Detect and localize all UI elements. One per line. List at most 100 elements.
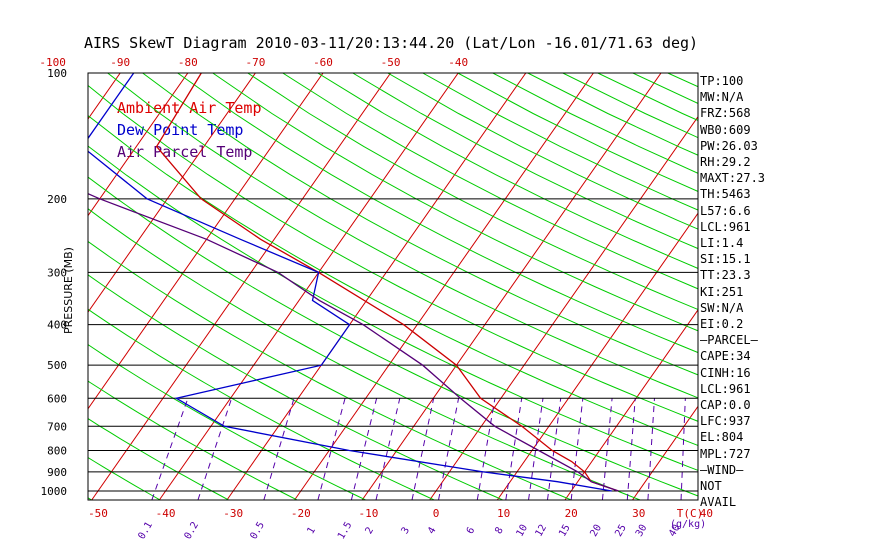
isotherm-line: [88, 73, 324, 410]
chart-title: AIRS SkewT Diagram 2010-03-11/20:13:44.2…: [84, 34, 699, 52]
mixing-ratio-tick-label: 0.5: [248, 520, 267, 541]
dry-adiabat: [88, 497, 92, 500]
index-item: TT:23.3: [700, 268, 751, 283]
mixing-ratio-tick-label: 40: [667, 523, 683, 539]
plot-frame: [87, 72, 699, 501]
mixing-ratio-tick-label: 25: [613, 523, 629, 539]
mixing-ratio-tick-label: 12: [534, 523, 550, 539]
ambient-air-temp-line: [155, 73, 619, 492]
temp-bottom-tick-label: -20: [291, 507, 311, 520]
temp-bottom-tick-label: 30: [632, 507, 645, 520]
isotherm-line: [0, 64, 59, 500]
temp-bottom-tick-label: -50: [88, 507, 108, 520]
dry-adiabat: [142, 73, 698, 376]
isotherm-line: [564, 308, 698, 500]
index-item: LFC:937: [700, 414, 751, 429]
pressure-tick-label: 200: [47, 193, 67, 206]
mixing-ratio-tick-label: 4: [426, 525, 439, 536]
temp-top-tick-label: -50: [381, 56, 401, 69]
pressure-tick-label: 800: [47, 444, 67, 457]
dry-adiabat: [88, 418, 229, 500]
index-item: NOT: [700, 479, 722, 493]
dry-adiabat: [88, 208, 640, 500]
mixing-ratio-tick-label: 0.1: [136, 520, 155, 541]
isotherm-line: [226, 73, 527, 500]
dry-adiabat: [88, 114, 698, 447]
isotherm-line: [768, 64, 870, 500]
mixing-ratio-tick-label: 3: [400, 525, 413, 536]
mixing-ratio-tick-label: 15: [557, 523, 573, 539]
isotherm-line: [429, 115, 698, 500]
index-item: TP:100: [700, 74, 744, 88]
index-item: MPL:727: [700, 446, 751, 461]
isotherm-line: [88, 73, 189, 217]
temp-bottom-tick-label: 20: [565, 507, 578, 520]
isotherm-line: [88, 73, 121, 120]
legend-air-parcel-temp: Air Parcel Temp: [117, 143, 253, 161]
temp-top-tick-label: -90: [110, 56, 130, 69]
index-item: CAPE:34: [700, 349, 751, 364]
dry-adiabat: [88, 343, 366, 500]
dry-adiabat: [843, 73, 870, 500]
pressure-tick-label: 400: [47, 319, 67, 332]
index-item: –PARCEL–: [700, 333, 758, 348]
dry-adiabat: [107, 73, 698, 399]
dry-adiabat: [773, 73, 870, 500]
index-item: MAXT:27.3: [700, 171, 766, 186]
pressure-tick-label: 900: [47, 466, 67, 479]
temp-top-tick-label: -70: [245, 56, 265, 69]
isotherm-line: [361, 73, 662, 500]
mixing-ratio-line: [626, 398, 636, 500]
isotherm-line: [158, 73, 459, 500]
mixing-ratio-line: [601, 398, 613, 500]
index-item: EI:0.2: [700, 317, 744, 331]
index-item: TH:5463: [700, 187, 751, 202]
mixing-ratio-axis-label: (g/kg): [670, 519, 706, 530]
dry-adiabat: [88, 456, 161, 500]
temp-top-tick-label: -100: [39, 56, 66, 69]
mixing-ratio-line: [263, 398, 295, 500]
index-item: LCL:961: [700, 381, 751, 396]
index-item: EL:804: [700, 430, 744, 445]
mixing-ratio-tick-label: 10: [515, 523, 531, 539]
pressure-tick-label: 700: [47, 420, 67, 433]
temp-bottom-tick-label: -10: [358, 507, 378, 520]
isotherm-line: [632, 405, 698, 500]
dry-adiabat: [317, 73, 698, 269]
dry-adiabat: [88, 84, 698, 422]
plot-area: [0, 64, 870, 500]
temp-top-tick-label: -40: [448, 56, 468, 69]
index-item: SI:15.1: [700, 252, 751, 267]
temp-bottom-tick-label: -30: [223, 507, 243, 520]
temp-top-tick-label: -80: [178, 56, 198, 69]
mixing-ratio-line: [438, 398, 460, 500]
dry-adiabat: [282, 73, 698, 290]
index-item: AVAIL: [700, 495, 737, 510]
mixing-ratio-line: [197, 398, 233, 500]
index-item: L57:6.6: [700, 203, 751, 218]
index-item: CAP:0.0: [700, 398, 751, 412]
mixing-ratio-tick-label: 2: [364, 525, 377, 536]
mixing-ratio-line: [680, 398, 686, 500]
dry-adiabat: [88, 145, 698, 471]
mixing-ratio-tick-label: 30: [634, 523, 650, 539]
dry-adiabat: [88, 274, 503, 500]
dry-adiabat: [387, 73, 698, 230]
isotherm-line: [835, 64, 870, 500]
temp-bottom-tick-label: 0: [433, 507, 440, 520]
dry-adiabat: [457, 73, 698, 192]
mixing-ratio-line: [151, 398, 189, 500]
dry-adiabat: [212, 73, 698, 332]
index-item: WB0:609: [700, 122, 751, 137]
dry-adiabat: [88, 176, 698, 497]
mixing-ratio-tick-label: 1: [306, 525, 319, 536]
mixing-ratio-line: [647, 398, 655, 500]
temp-axis-label: T(C): [677, 507, 704, 520]
index-item: LI:1.4: [700, 236, 744, 250]
dry-adiabat: [177, 73, 698, 354]
pressure-tick-label: 100: [47, 67, 67, 80]
index-item: LCL:961: [700, 219, 751, 234]
dry-adiabat: [88, 380, 298, 500]
pressure-tick-label: 300: [47, 266, 67, 279]
